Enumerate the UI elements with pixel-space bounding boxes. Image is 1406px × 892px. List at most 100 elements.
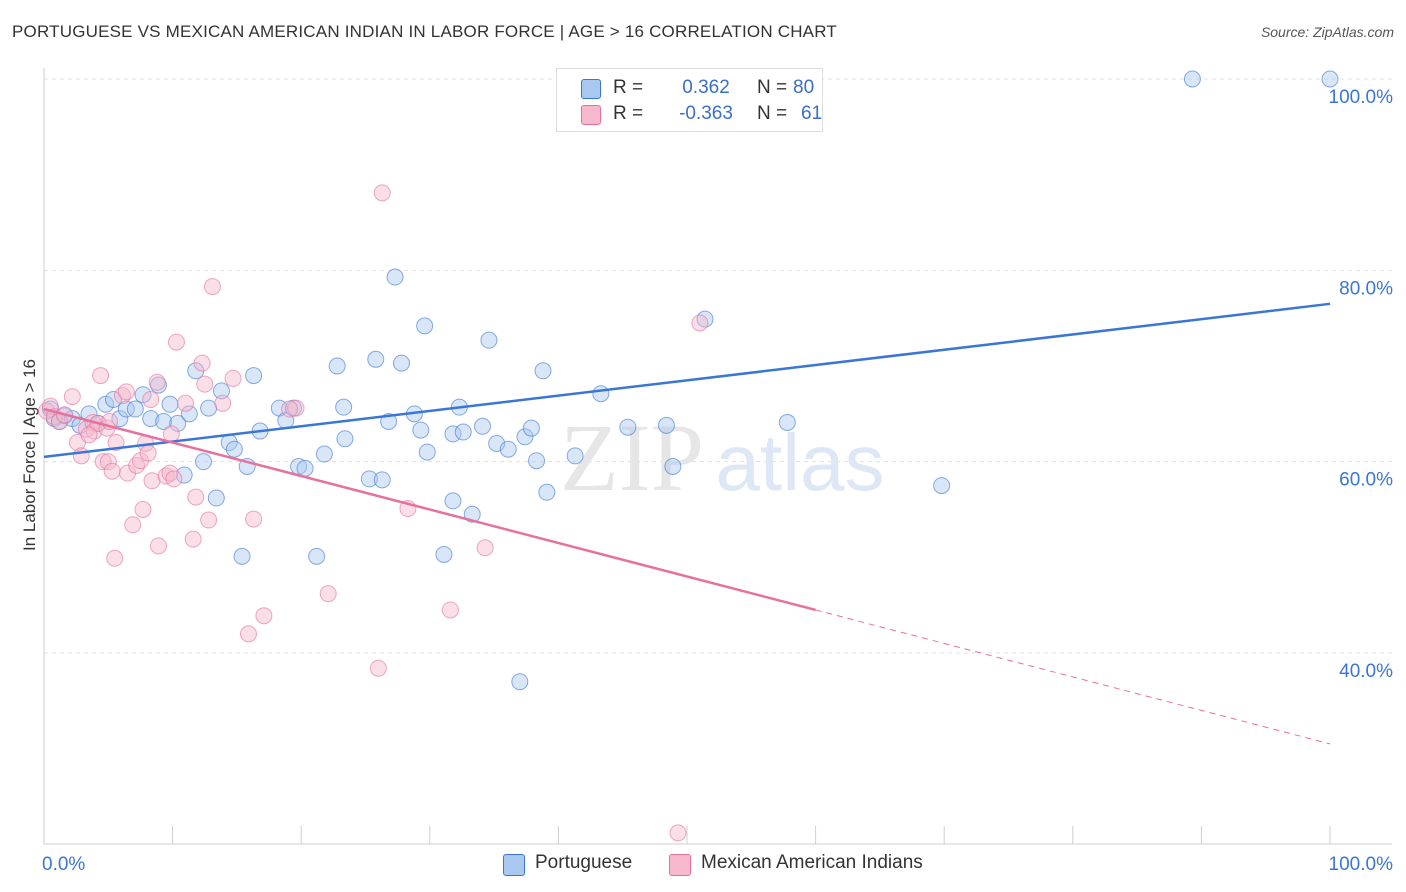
point-mexican-american-indians bbox=[117, 383, 135, 401]
stats-legend: R = 0.362 N = 80 R = -0.363 N = 61 bbox=[556, 68, 823, 132]
point-portuguese bbox=[360, 470, 378, 488]
watermark: ZIP atlas bbox=[560, 404, 884, 511]
legend-swatch-portuguese bbox=[581, 79, 601, 99]
point-portuguese bbox=[516, 428, 534, 446]
point-portuguese bbox=[454, 423, 472, 441]
point-portuguese bbox=[373, 471, 391, 489]
point-portuguese bbox=[412, 421, 430, 439]
point-mexican-american-indians bbox=[99, 453, 117, 471]
series-legend: Portuguese Mexican American Indians bbox=[0, 852, 1406, 878]
point-mexican-american-indians bbox=[148, 373, 166, 391]
point-portuguese bbox=[142, 410, 160, 428]
x-tick-label: 0.0% bbox=[42, 854, 85, 875]
point-mexican-american-indians bbox=[224, 369, 242, 387]
point-mexican-american-indians bbox=[142, 390, 160, 408]
y-tick-label: 80.0% bbox=[1339, 278, 1393, 299]
point-mexican-american-indians bbox=[134, 501, 152, 518]
point-portuguese bbox=[200, 399, 218, 417]
point-mexican-american-indians bbox=[139, 444, 157, 462]
point-portuguese bbox=[335, 398, 353, 416]
source-label: Source: ZipAtlas.com bbox=[1260, 24, 1394, 40]
point-portuguese bbox=[111, 410, 129, 428]
point-mexican-american-indians bbox=[94, 453, 112, 471]
point-mexican-american-indians bbox=[124, 516, 142, 534]
point-portuguese bbox=[149, 376, 167, 394]
point-mexican-american-indians bbox=[373, 184, 391, 202]
point-portuguese bbox=[386, 268, 404, 286]
trend-line-extension-mexican-american-indians bbox=[815, 609, 1331, 745]
legend-r-value: -0.363 bbox=[679, 103, 733, 124]
point-mexican-american-indians bbox=[691, 314, 709, 332]
series-label-portuguese: Portuguese bbox=[535, 852, 633, 873]
point-portuguese bbox=[511, 673, 529, 691]
y-tick-label: 40.0% bbox=[1339, 661, 1393, 682]
point-portuguese bbox=[1321, 70, 1339, 88]
point-portuguese bbox=[126, 400, 144, 418]
point-mexican-american-indians bbox=[106, 549, 124, 567]
point-mexican-american-indians bbox=[369, 659, 387, 677]
point-mexican-american-indians bbox=[103, 462, 121, 480]
point-portuguese bbox=[233, 547, 251, 565]
point-mexican-american-indians bbox=[476, 539, 494, 557]
legend-swatch-mexican-american-indians bbox=[581, 105, 601, 125]
y-axis-label: In Labor Force | Age > 16 bbox=[20, 359, 39, 551]
point-mexican-american-indians bbox=[319, 585, 337, 603]
point-portuguese bbox=[207, 489, 225, 507]
point-portuguese bbox=[161, 395, 179, 413]
point-mexican-american-indians bbox=[245, 510, 263, 528]
point-mexican-american-indians bbox=[203, 278, 221, 296]
legend-r-label: R = bbox=[613, 77, 644, 98]
point-portuguese bbox=[933, 477, 951, 495]
point-portuguese bbox=[418, 443, 436, 461]
point-portuguese bbox=[435, 545, 453, 563]
watermark-zip: ZIP bbox=[560, 404, 704, 511]
point-mexican-american-indians bbox=[184, 530, 202, 548]
point-mexican-american-indians bbox=[193, 354, 211, 372]
trend-lines bbox=[43, 302, 1331, 745]
point-portuguese bbox=[180, 405, 198, 423]
point-portuguese bbox=[212, 382, 230, 400]
point-portuguese bbox=[245, 367, 263, 385]
point-mexican-american-indians bbox=[167, 333, 185, 351]
point-portuguese bbox=[444, 492, 462, 510]
point-mexican-american-indians bbox=[107, 434, 125, 452]
point-portuguese bbox=[169, 414, 187, 432]
data-points bbox=[38, 70, 1339, 842]
point-portuguese bbox=[480, 331, 498, 349]
point-mexican-american-indians bbox=[149, 537, 167, 555]
legend-n-label: N = bbox=[757, 103, 788, 124]
point-portuguese bbox=[566, 447, 584, 465]
point-mexican-american-indians bbox=[92, 367, 110, 385]
point-portuguese bbox=[336, 430, 354, 448]
chart-title: PORTUGUESE VS MEXICAN AMERICAN INDIAN IN… bbox=[12, 22, 837, 41]
point-mexican-american-indians bbox=[176, 394, 194, 412]
point-portuguese bbox=[416, 317, 434, 335]
legend-r-label: R = bbox=[613, 103, 644, 124]
point-portuguese bbox=[534, 362, 552, 380]
point-mexican-american-indians bbox=[669, 824, 687, 842]
point-mexican-american-indians bbox=[281, 400, 299, 418]
point-portuguese bbox=[175, 466, 193, 484]
trend-line-mexican-american-indians bbox=[43, 407, 816, 612]
point-portuguese bbox=[225, 440, 243, 458]
point-mexican-american-indians bbox=[63, 388, 81, 406]
series-label-mexican-american-indians: Mexican American Indians bbox=[701, 852, 923, 873]
point-mexican-american-indians bbox=[187, 488, 205, 506]
y-tick-label: 60.0% bbox=[1339, 470, 1393, 491]
x-tick-label: 100.0% bbox=[1329, 854, 1394, 875]
grid-lines bbox=[44, 78, 1392, 654]
point-portuguese bbox=[393, 354, 411, 372]
point-portuguese bbox=[308, 547, 326, 565]
legend-n-label: N = bbox=[757, 77, 788, 98]
point-portuguese bbox=[474, 417, 492, 435]
point-mexican-american-indians bbox=[80, 426, 98, 444]
point-portuguese bbox=[315, 445, 333, 463]
point-portuguese bbox=[1183, 70, 1201, 88]
point-portuguese bbox=[444, 425, 462, 443]
point-portuguese bbox=[619, 418, 637, 436]
series-swatch-mexican-american-indians bbox=[669, 854, 691, 876]
point-mexican-american-indians bbox=[255, 607, 273, 625]
point-mexican-american-indians bbox=[214, 394, 232, 412]
point-portuguese bbox=[117, 400, 135, 418]
point-portuguese bbox=[657, 416, 675, 434]
